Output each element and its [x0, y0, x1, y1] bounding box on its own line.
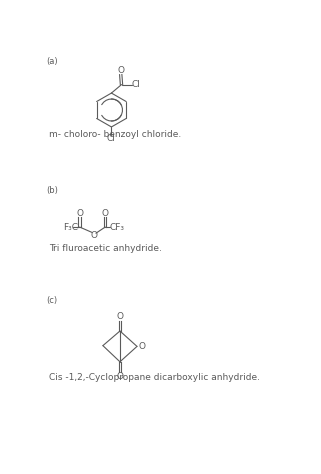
Text: F₃C: F₃C: [63, 223, 78, 232]
Text: O: O: [117, 66, 124, 75]
Text: O: O: [138, 342, 145, 351]
Text: (a): (a): [46, 57, 58, 66]
Text: Cis -1,2,-Cyclopropane dicarboxylic anhydride.: Cis -1,2,-Cyclopropane dicarboxylic anhy…: [49, 373, 260, 382]
Text: O: O: [117, 372, 124, 381]
Text: O: O: [102, 209, 109, 218]
Text: Cl: Cl: [107, 134, 116, 143]
Text: O: O: [117, 312, 124, 321]
Text: O: O: [76, 209, 83, 218]
Text: O: O: [91, 231, 98, 240]
Text: (c): (c): [46, 296, 57, 305]
Text: Tri fluroacetic anhydride.: Tri fluroacetic anhydride.: [49, 244, 162, 253]
Text: m- choloro- benzoyl chloride.: m- choloro- benzoyl chloride.: [49, 130, 182, 139]
Text: (b): (b): [46, 186, 58, 195]
Text: CF₃: CF₃: [110, 223, 125, 232]
Text: Cl: Cl: [132, 80, 141, 89]
